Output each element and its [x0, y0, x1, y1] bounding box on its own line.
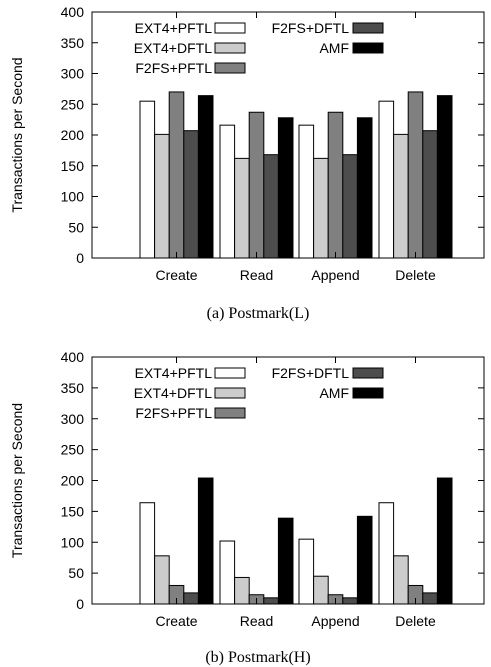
x-tick-label: Read	[240, 613, 273, 629]
bar	[342, 597, 358, 605]
bar	[313, 575, 329, 605]
legend-label: EXT4+PFTL	[135, 365, 213, 381]
bar	[219, 540, 236, 605]
bar	[342, 154, 358, 259]
bar	[378, 502, 395, 605]
y-tick-label: 150	[61, 158, 85, 174]
bar	[422, 130, 438, 259]
x-tick-label: Create	[155, 267, 197, 283]
legend-swatch	[352, 22, 384, 34]
bar	[183, 592, 199, 605]
x-tick-label: Create	[155, 613, 197, 629]
bar	[298, 538, 315, 605]
y-tick-label: 50	[68, 565, 84, 581]
chart-caption: (b) Postmark(H)	[205, 649, 310, 666]
legend-label: F2FS+DFTL	[272, 20, 350, 36]
bar	[154, 555, 170, 605]
bar	[277, 517, 294, 605]
bar	[219, 124, 236, 259]
bar	[393, 555, 409, 605]
bar	[356, 117, 373, 259]
bar	[139, 502, 156, 605]
x-tick-label: Append	[311, 267, 359, 283]
bar	[298, 124, 315, 259]
bar	[139, 100, 156, 259]
y-tick-label: 350	[61, 35, 85, 51]
bar	[313, 157, 329, 259]
y-tick-label: 100	[61, 189, 85, 205]
y-tick-label: 400	[61, 349, 85, 365]
bar	[277, 117, 294, 259]
bar	[154, 133, 170, 259]
bar	[393, 133, 409, 259]
legend-label: F2FS+DFTL	[272, 365, 350, 381]
bar	[168, 91, 185, 259]
legend-label: EXT4+DFTL	[134, 40, 212, 56]
y-tick-label: 150	[61, 503, 85, 519]
legend-swatch	[352, 42, 384, 54]
legend-swatch	[352, 387, 384, 399]
y-tick-label: 0	[76, 250, 84, 266]
y-tick-label: 300	[61, 66, 85, 82]
legend-swatch	[214, 387, 246, 399]
bar	[436, 477, 453, 605]
y-tick-label: 0	[76, 596, 84, 612]
y-axis-label: Transactions per Second	[9, 57, 25, 212]
bar	[197, 477, 214, 605]
legend-label: F2FS+PFTL	[135, 405, 212, 421]
bar	[197, 95, 214, 259]
y-tick-label: 50	[68, 219, 84, 235]
bar	[378, 100, 395, 259]
x-tick-label: Read	[240, 267, 273, 283]
bar	[234, 576, 250, 605]
legend-label: EXT4+PFTL	[135, 20, 213, 36]
chart-panel-a: 0 50 100 150 200 250 300 350 400 Transactions per…	[9, 4, 485, 322]
bar	[263, 597, 279, 605]
y-tick-label: 350	[61, 380, 85, 396]
bar	[407, 91, 424, 259]
legend-swatch	[214, 42, 246, 54]
x-tick-label: Delete	[395, 613, 436, 629]
bar	[436, 95, 453, 259]
bar	[356, 515, 373, 605]
y-tick-label: 250	[61, 442, 85, 458]
x-tick-label: Delete	[395, 267, 436, 283]
y-tick-label: 300	[61, 411, 85, 427]
y-axis-label: Transactions per Second	[9, 403, 25, 558]
legend-label: AMF	[319, 385, 349, 401]
y-tick-label: 200	[61, 473, 85, 489]
bar	[248, 111, 265, 259]
legend-label: EXT4+DFTL	[134, 385, 212, 401]
y-tick-label: 400	[61, 4, 85, 20]
legend-swatch	[214, 407, 246, 419]
legend-label: AMF	[319, 40, 349, 56]
bar	[234, 157, 250, 259]
x-tick-label: Append	[311, 613, 359, 629]
legend-label: F2FS+PFTL	[135, 60, 212, 76]
bar	[422, 592, 438, 605]
y-tick-label: 200	[61, 127, 85, 143]
legend-swatch	[214, 62, 246, 74]
y-tick-label: 100	[61, 534, 85, 550]
chart-panel-b: 0 50 100 150 200 250 300 350 400 Transactions per…	[9, 349, 485, 666]
y-tick-label: 250	[61, 96, 85, 112]
bar	[263, 154, 279, 259]
legend-swatch	[352, 367, 384, 379]
chart-caption: (a) Postmark(L)	[207, 305, 310, 322]
legend-swatch	[214, 367, 246, 379]
bar	[183, 130, 199, 259]
legend-swatch	[214, 22, 246, 34]
bar	[327, 111, 344, 259]
